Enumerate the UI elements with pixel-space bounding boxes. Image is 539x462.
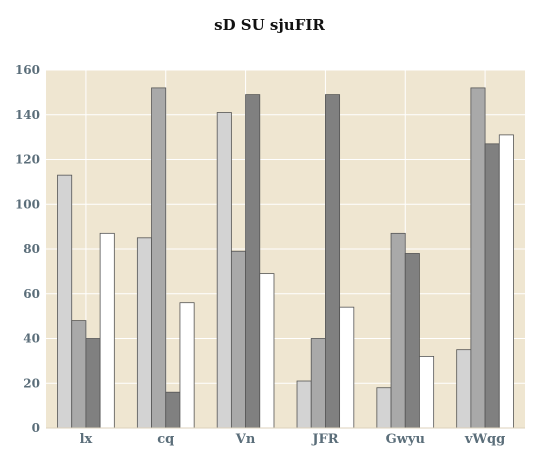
bar-Gwyu-s3: [404, 253, 420, 429]
bar-JFR-s3: [325, 94, 341, 429]
bars: [57, 87, 514, 429]
bar-lx-s4: [99, 232, 115, 429]
y-tick-label: 160: [15, 63, 40, 77]
x-tick-label: Gwyu: [386, 432, 425, 447]
y-tick-label: 60: [23, 287, 40, 301]
bar-Gwyu-s4: [419, 355, 435, 429]
bar-JFR-s2: [310, 338, 326, 429]
bar-lx-s3: [85, 338, 101, 429]
bar-cq-s4: [179, 302, 195, 429]
bar-cq-s3: [165, 391, 181, 429]
x-tick-label: Vn: [235, 432, 256, 447]
bar-JFR-s1: [296, 380, 312, 429]
y-tick-label: 120: [15, 153, 40, 167]
y-tick-label: 100: [15, 197, 40, 211]
bar-cq-s1: [136, 237, 152, 429]
bar-lx-s2: [71, 320, 87, 429]
bar-vWqg-s3: [484, 143, 500, 429]
bar-Vn-s2: [230, 250, 246, 429]
y-tick-label: 20: [23, 376, 40, 390]
x-tick-label: JFR: [311, 432, 338, 447]
bar-vWqg-s1: [456, 349, 472, 429]
bar-Gwyu-s2: [390, 232, 406, 429]
y-tick-label: 40: [23, 332, 40, 346]
bar-Vn-s3: [245, 94, 261, 429]
chart-title: sD SU sjuFIR: [214, 16, 325, 34]
axes: 0 20 40 60 80 100 120 140 160 lx cq Vn JFR Gwyu vWqg: [15, 63, 525, 447]
bar-Vn-s1: [216, 112, 232, 429]
x-tick-label: cq: [157, 432, 174, 447]
bar-cq-s2: [151, 87, 167, 429]
bar-vWqg-s4: [498, 134, 514, 429]
bar-JFR-s4: [339, 306, 355, 429]
bar-Gwyu-s1: [376, 387, 392, 429]
y-tick-label: 80: [23, 242, 40, 256]
x-tick-label: vWqg: [464, 432, 505, 447]
bar-lx-s1: [57, 174, 73, 429]
y-tick-label: 140: [15, 108, 40, 122]
x-tick-label: lx: [80, 432, 93, 447]
bar-Vn-s4: [259, 273, 275, 429]
bar-vWqg-s2: [470, 87, 486, 429]
y-tick-label: 0: [32, 421, 40, 435]
